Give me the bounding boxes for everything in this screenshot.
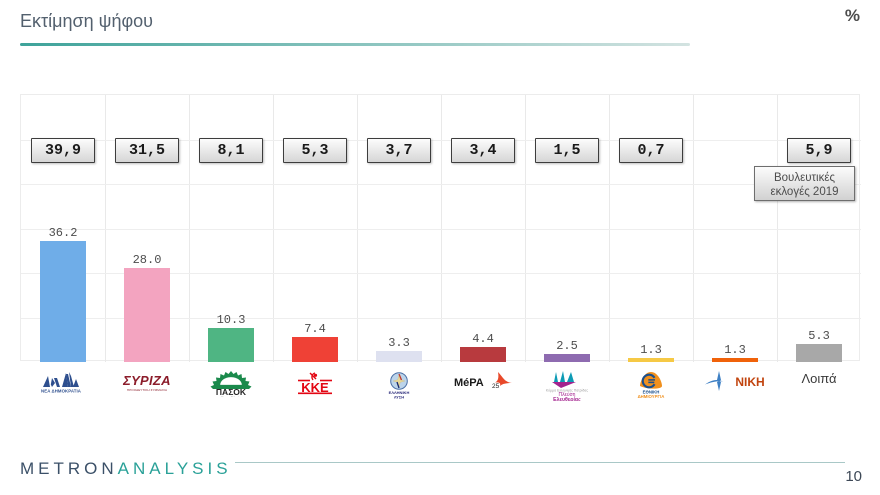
svg-text:ΔΗΜΙΟΥΡΓΙΑ: ΔΗΜΙΟΥΡΓΙΑ [638,394,665,398]
svg-text:ΣΥΡΙΖΑ: ΣΥΡΙΖΑ [122,373,171,388]
svg-text:ΝΕΑ ΔΗΜΟΚΡΑΤΙΑ: ΝΕΑ ΔΗΜΟΚΡΑΤΙΑ [41,389,81,394]
svg-text:Κίνημα Αλλαγής: Κίνημα Αλλαγής [221,395,241,397]
svg-text:ΛΥΣΗ: ΛΥΣΗ [394,394,404,399]
svg-text:Ελευθερίας: Ελευθερίας [553,397,581,401]
svg-text:ΠΡΟΟΔΕΥΤΙΚΗ ΣΥΜΜΑΧΙΑ: ΠΡΟΟΔΕΥΤΙΚΗ ΣΥΜΜΑΧΙΑ [127,388,167,392]
svg-text:ΝΙΚΗ: ΝΙΚΗ [735,375,764,389]
svg-text:25: 25 [492,383,500,390]
svg-text:MéPA: MéPA [454,377,484,389]
